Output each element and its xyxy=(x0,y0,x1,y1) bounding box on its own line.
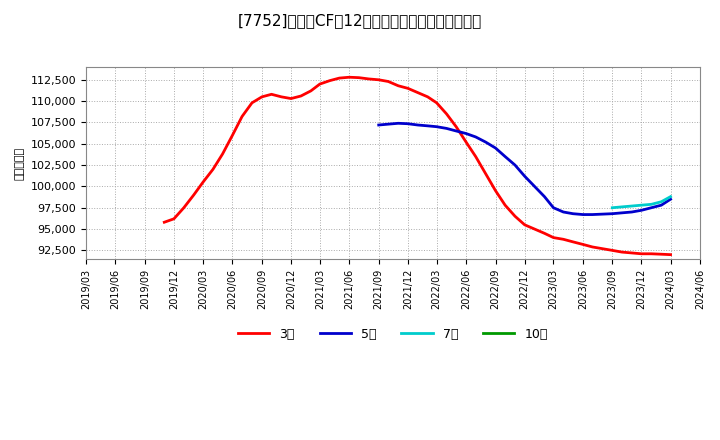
Text: [7752]　営業CFの12か月移動合計の平均値の推移: [7752] 営業CFの12か月移動合計の平均値の推移 xyxy=(238,13,482,28)
Y-axis label: （百万円）: （百万円） xyxy=(15,147,25,180)
Legend: 3年, 5年, 7年, 10年: 3年, 5年, 7年, 10年 xyxy=(233,323,553,346)
